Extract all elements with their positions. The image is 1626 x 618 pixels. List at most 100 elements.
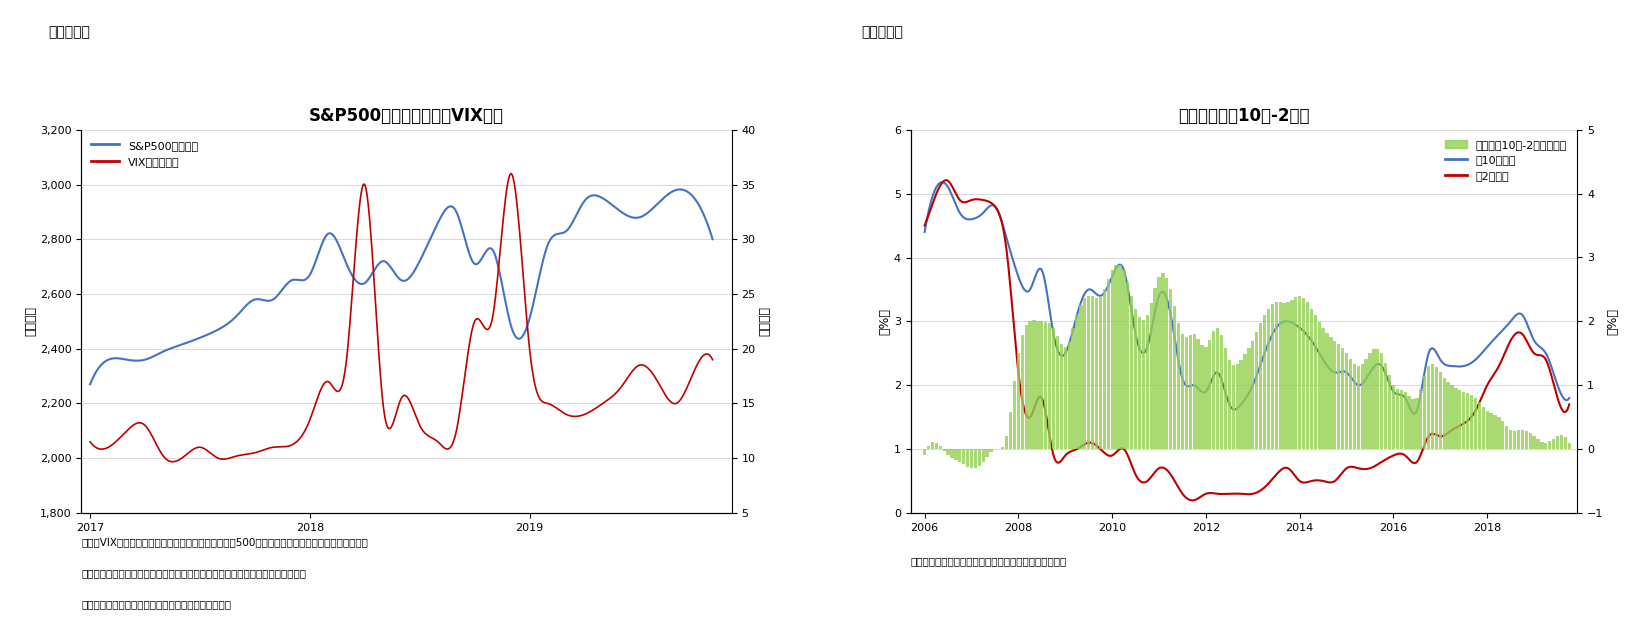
Bar: [1055, 336, 1059, 449]
Bar: [1161, 273, 1164, 449]
Bar: [1333, 341, 1337, 449]
Text: （資料）データストリームよりニッセイ基礎研究所作成: （資料）データストリームよりニッセイ基礎研究所作成: [911, 556, 1067, 566]
Bar: [1002, 447, 1005, 449]
Bar: [1384, 363, 1387, 449]
Bar: [1512, 431, 1515, 449]
Bar: [1473, 398, 1476, 449]
Bar: [1306, 302, 1309, 449]
Bar: [1551, 439, 1554, 449]
Bar: [1532, 436, 1535, 449]
Bar: [1200, 345, 1203, 449]
Bar: [1380, 353, 1384, 449]
Bar: [1486, 411, 1489, 449]
Bar: [1088, 296, 1091, 449]
Bar: [1072, 328, 1075, 449]
Bar: [1493, 415, 1496, 449]
Bar: [1239, 360, 1242, 449]
Bar: [1036, 321, 1039, 449]
Bar: [1107, 279, 1111, 449]
Bar: [1275, 302, 1278, 449]
Bar: [938, 446, 941, 449]
Bar: [1481, 407, 1485, 449]
Bar: [1459, 390, 1462, 449]
Bar: [946, 449, 950, 455]
Bar: [1556, 436, 1559, 449]
Bar: [1130, 295, 1133, 449]
Bar: [1350, 359, 1353, 449]
Bar: [1267, 308, 1270, 449]
Bar: [1403, 392, 1406, 449]
Bar: [1024, 325, 1028, 449]
Bar: [1548, 441, 1551, 449]
Bar: [1111, 270, 1114, 449]
Bar: [1528, 433, 1532, 449]
Bar: [1094, 298, 1098, 449]
Bar: [1080, 305, 1083, 449]
Bar: [1372, 349, 1376, 449]
Bar: [1029, 321, 1033, 449]
Bar: [1122, 270, 1125, 449]
Bar: [1102, 289, 1106, 449]
Bar: [1158, 277, 1161, 449]
Bar: [1345, 353, 1348, 449]
Bar: [969, 449, 972, 468]
Bar: [1192, 334, 1195, 449]
Bar: [1255, 332, 1259, 449]
Bar: [1423, 376, 1426, 449]
Bar: [1153, 288, 1156, 449]
Text: （資料）ブルームバーグよりニッセイ基礎研究所作成: （資料）ブルームバーグよりニッセイ基礎研究所作成: [81, 599, 231, 609]
Bar: [1314, 315, 1317, 449]
Bar: [1133, 308, 1137, 449]
Bar: [1205, 347, 1208, 449]
Bar: [1211, 331, 1215, 449]
Bar: [1311, 308, 1314, 449]
Bar: [1259, 323, 1262, 449]
Bar: [1392, 385, 1395, 449]
Bar: [1450, 385, 1454, 449]
Title: 長短金利差（10年-2年）: 長短金利差（10年-2年）: [1179, 108, 1309, 125]
Bar: [1537, 439, 1540, 449]
Bar: [1408, 396, 1411, 449]
Bar: [950, 449, 953, 459]
Legend: S&P500株価指数, VIX数（右軸）: S&P500株価指数, VIX数（右軸）: [86, 135, 203, 171]
Bar: [1197, 339, 1200, 449]
Bar: [1075, 315, 1078, 449]
Bar: [1021, 335, 1024, 449]
Text: （注）VIX指数はシカゴ・オプション取引所がＳ＆Ｐ500株価指数を対象とするオプション取引の: （注）VIX指数はシカゴ・オプション取引所がＳ＆Ｐ500株価指数を対象とするオプ…: [81, 538, 367, 548]
Bar: [1270, 304, 1275, 449]
Bar: [1428, 366, 1431, 449]
Bar: [1283, 303, 1286, 449]
Bar: [1525, 431, 1528, 449]
Bar: [989, 449, 993, 452]
Bar: [943, 449, 946, 451]
Bar: [1439, 373, 1442, 449]
Bar: [1063, 347, 1067, 449]
Bar: [1119, 265, 1122, 449]
Y-axis label: （%）: （%）: [1606, 308, 1619, 335]
Bar: [1180, 334, 1184, 449]
Bar: [1400, 390, 1403, 449]
Bar: [1506, 426, 1509, 449]
Bar: [1325, 332, 1328, 449]
Bar: [1138, 317, 1141, 449]
Bar: [982, 449, 985, 462]
Bar: [977, 449, 980, 466]
Bar: [1564, 437, 1567, 449]
Text: （図表４）: （図表４）: [49, 25, 91, 39]
Bar: [1517, 430, 1520, 449]
Bar: [1005, 436, 1008, 449]
Bar: [1364, 359, 1367, 449]
Bar: [1376, 349, 1379, 449]
Bar: [1216, 328, 1220, 449]
Bar: [1369, 353, 1372, 449]
Bar: [1559, 435, 1563, 449]
Bar: [1322, 328, 1325, 449]
Bar: [1361, 364, 1364, 449]
Bar: [1298, 296, 1301, 449]
Bar: [1099, 296, 1102, 449]
Bar: [935, 442, 938, 449]
Bar: [1083, 298, 1086, 449]
Bar: [1431, 363, 1434, 449]
Bar: [1341, 349, 1345, 449]
Bar: [1060, 344, 1063, 449]
